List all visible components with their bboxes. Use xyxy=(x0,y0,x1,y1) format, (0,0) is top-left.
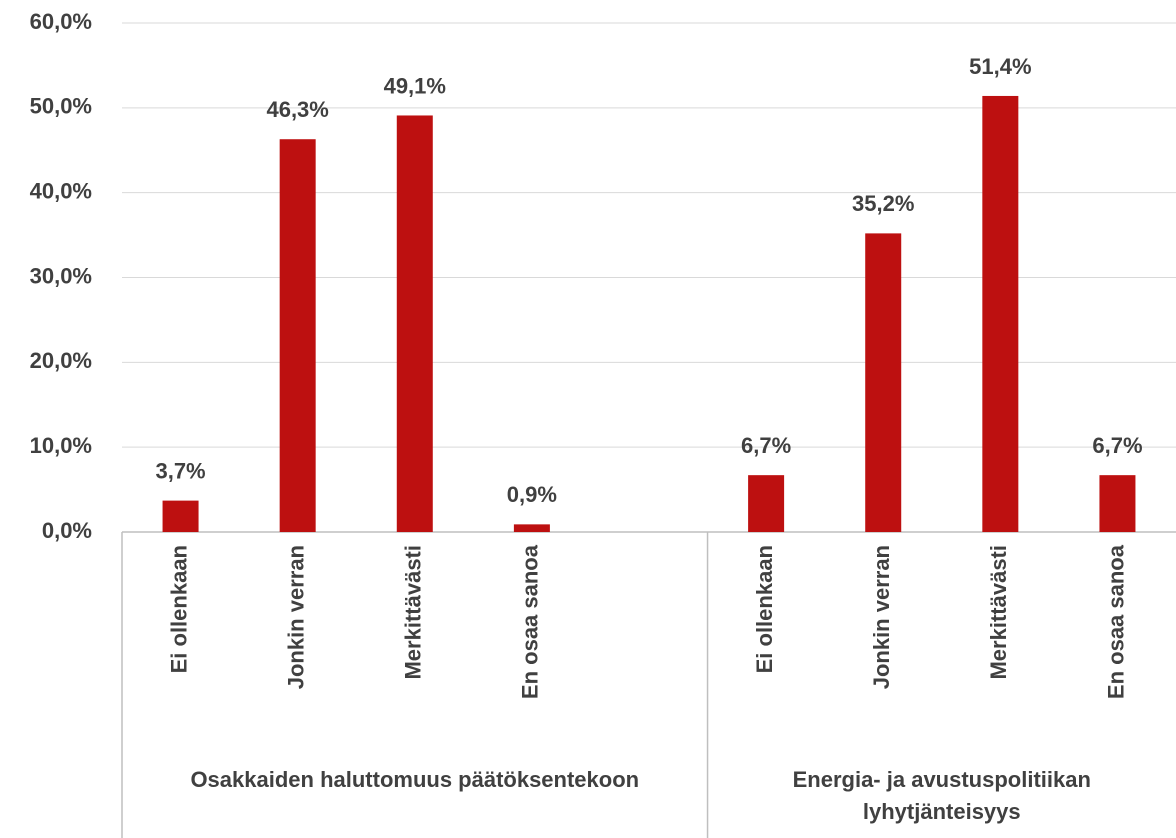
value-label: 49,1% xyxy=(384,73,446,98)
x-tick-label: Jonkin verran xyxy=(283,545,308,689)
y-tick-label: 30,0% xyxy=(30,263,92,288)
group-label: Energia- ja avustuspolitiikan lyhytjänte… xyxy=(792,767,1091,824)
bar xyxy=(513,524,550,532)
value-label: 46,3% xyxy=(266,97,328,122)
x-tick-label: En osaa sanoa xyxy=(518,544,543,699)
x-tick-label: Ei ollenkaan xyxy=(752,545,777,673)
x-tick-label: Jonkin verran xyxy=(869,545,894,689)
value-label: 6,7% xyxy=(741,433,791,458)
value-label: 0,9% xyxy=(507,482,557,507)
x-tick-label: Merkittävästi xyxy=(986,545,1011,680)
y-tick-label: 10,0% xyxy=(30,433,92,458)
y-tick-label: 60,0% xyxy=(30,9,92,34)
value-label: 6,7% xyxy=(1092,433,1142,458)
value-label: 51,4% xyxy=(969,54,1031,79)
bar xyxy=(982,95,1019,532)
bar xyxy=(162,500,199,532)
value-label: 3,7% xyxy=(155,458,205,483)
x-tick-label: Merkittävästi xyxy=(401,545,426,680)
value-label: 35,2% xyxy=(852,191,914,216)
y-tick-label: 20,0% xyxy=(30,348,92,373)
group-label: Osakkaiden haluttomuus päätöksentekoon xyxy=(190,767,640,792)
x-tick-label: En osaa sanoa xyxy=(1103,544,1128,699)
bar xyxy=(1099,475,1136,532)
y-tick-label: 50,0% xyxy=(30,94,92,119)
y-tick-label: 40,0% xyxy=(30,178,92,203)
bar xyxy=(279,139,316,532)
y-tick-label: 0,0% xyxy=(42,518,92,543)
bar xyxy=(865,233,902,533)
bar xyxy=(396,115,433,533)
bar xyxy=(748,475,785,532)
x-tick-label: Ei ollenkaan xyxy=(166,545,191,673)
